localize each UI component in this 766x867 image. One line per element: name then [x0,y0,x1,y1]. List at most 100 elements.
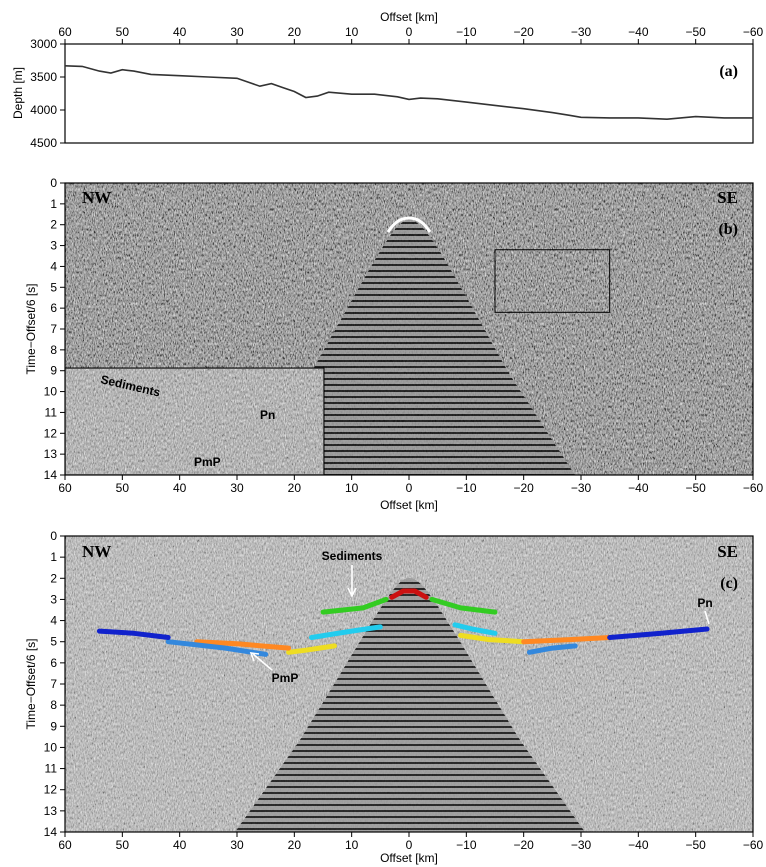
panel-c-y-tick-label: 8 [50,698,57,712]
panel-b-y-tick-label: 14 [44,468,58,482]
panel-b-inset-noise [66,369,323,474]
panel-b-x-tick-label: −60 [743,481,764,495]
panel-a-top-ticks: 60 50 40 30 20 10 0 −10 −20 −30 −40 −50 −60 [58,25,764,44]
panel-b-x-ticks: 60 50 40 30 20 10 0 −10 −20 −30 −40 −50 −60 [58,475,764,495]
panel-a-x-tick-label: 20 [288,25,302,39]
panel-c-pmp-label: PmP [272,671,299,685]
panel-b-x-tick-label: 40 [173,481,187,495]
panel-c-pick-segment [320,596,389,615]
panel-c-pick-segment [607,626,710,640]
panel-a-tag: (a) [719,63,738,80]
panel-b-first-arrival [386,216,410,233]
panel-b-ylabel: Time−Offset/6 [s] [24,283,38,374]
panel-c-sediments-label: Sediments [322,549,383,563]
panel-b-y-tick-label: 9 [50,364,57,378]
panel-c-direct-wave [235,578,585,832]
panel-b-x-tick-label: −30 [571,481,592,495]
panel-c-pick-segment [286,643,337,655]
panel-c-x-tick-label: 30 [230,838,244,852]
panel-b-y-tick-label: 7 [50,322,57,336]
panel-b-first-arrival-right [408,216,432,233]
panel-c-x-tick-label: −10 [456,838,477,852]
panel-c-pick-segment [389,588,429,600]
panel-a-x-tick-label: −40 [628,25,649,39]
panel-c-pn-label: Pn [697,596,712,610]
panel-c-y-tick-label: 9 [50,719,57,733]
panel-b-y-tick-label: 0 [50,176,57,190]
panel-c-y-tick-label: 13 [44,804,58,818]
panel-a-x-tick-label: 30 [230,25,244,39]
panel-c-y-tick-label: 1 [50,550,57,564]
panel-b-y-tick-label: 2 [50,218,57,232]
panel-c-x-tick-label: 50 [116,838,130,852]
panel-b-image [65,183,753,475]
panel-b-x-tick-label: 0 [406,481,413,495]
panel-c-x-tick-label: −50 [685,838,706,852]
panel-b-x-tick-label: 60 [58,481,72,495]
panel-a-y-tick-label: 3000 [30,37,57,51]
panel-c-y-tick-label: 11 [45,762,58,776]
inset-pmp-label: PmP [194,455,221,469]
panel-c-pick-segment [458,632,527,645]
panel-c-y-tick-label: 6 [50,656,57,670]
panel-c-pmp-arrow [249,652,273,671]
panel-b-y-tick-label: 8 [50,343,57,357]
panel-c-x-tick-label: −60 [743,838,764,852]
panel-c-y-tick-label: 5 [50,635,57,649]
panel-c-x-tick-label: 10 [345,838,359,852]
panel-a-x-tick-label: −20 [513,25,534,39]
panel-b-zoom-box [494,249,611,313]
panel-b-x-tick-label: −20 [513,481,534,495]
panel-b-se-label: SE [717,188,738,207]
panel-c-nw-label: NW [82,542,111,561]
panel-c-y-tick-label: 4 [50,614,57,628]
panel-a-y-ticks: 3000 3500 4000 4500 [30,37,65,150]
panel-c-pick-segment [452,622,498,636]
panel-c-x-tick-label: −40 [628,838,649,852]
panel-c-pick-segment [309,624,383,640]
panel-b-y-tick-label: 10 [44,385,58,399]
panel-b-y-tick-label: 3 [50,239,57,253]
panel-b-y-tick-label: 1 [50,197,57,211]
panel-c-y-tick-label: 0 [50,529,57,543]
inset-pn-label: Pn [260,408,275,422]
panel-a-x-tick-label: −60 [743,25,764,39]
panel-a-y-tick-label: 3500 [30,70,57,84]
panel-a-x-tick-label: 60 [58,25,72,39]
panel-c-y-tick-label: 10 [44,740,58,754]
panel-c-y-tick-label: 12 [44,783,58,797]
panel-c-sediments-arrow [347,565,357,598]
panel-a-ylabel: Depth [m] [11,67,25,119]
panel-b-x-tick-label: −40 [628,481,649,495]
panel-b-x-tick-label: 50 [116,481,130,495]
panel-c-x-tick-label: 40 [173,838,187,852]
panel-c-pick-segment [429,596,498,615]
panel-b-tag: (b) [718,221,738,238]
panel-c-pick-segment [165,639,269,657]
panel-b-x-tick-label: −10 [456,481,477,495]
panel-c-y-tick-label: 2 [50,571,57,585]
panel-c-pn-arrow [704,610,710,625]
panel-b-y-tick-label: 12 [44,426,58,440]
panel-a-x-tick-label: −10 [456,25,477,39]
panel-b-y-tick-label: 4 [50,259,57,273]
bathymetry-line [64,65,753,121]
panel-c-x-tick-label: 20 [288,838,302,852]
panel-c-tag: (c) [720,575,738,592]
panel-c-x-tick-label: −30 [571,838,592,852]
panel-a-x-tick-label: 50 [116,25,130,39]
panel-b-x-tick-label: −50 [685,481,706,495]
panel-c-se-label: SE [717,542,738,561]
panel-b-x-tick-label: 10 [345,481,359,495]
panel-b-y-tick-label: 11 [45,405,58,419]
panel-c-x-ticks: 60 50 40 30 20 10 0 −10 −20 −30 −40 −50 −60 [58,832,764,852]
panel-a-y-tick-label: 4000 [30,103,57,117]
panel-c-image [65,536,753,832]
panel-b-nw-label: NW [82,188,111,207]
panel-b-xlabel: Offset [km] [380,498,438,512]
panel-b-x-tick-label: 30 [230,481,244,495]
